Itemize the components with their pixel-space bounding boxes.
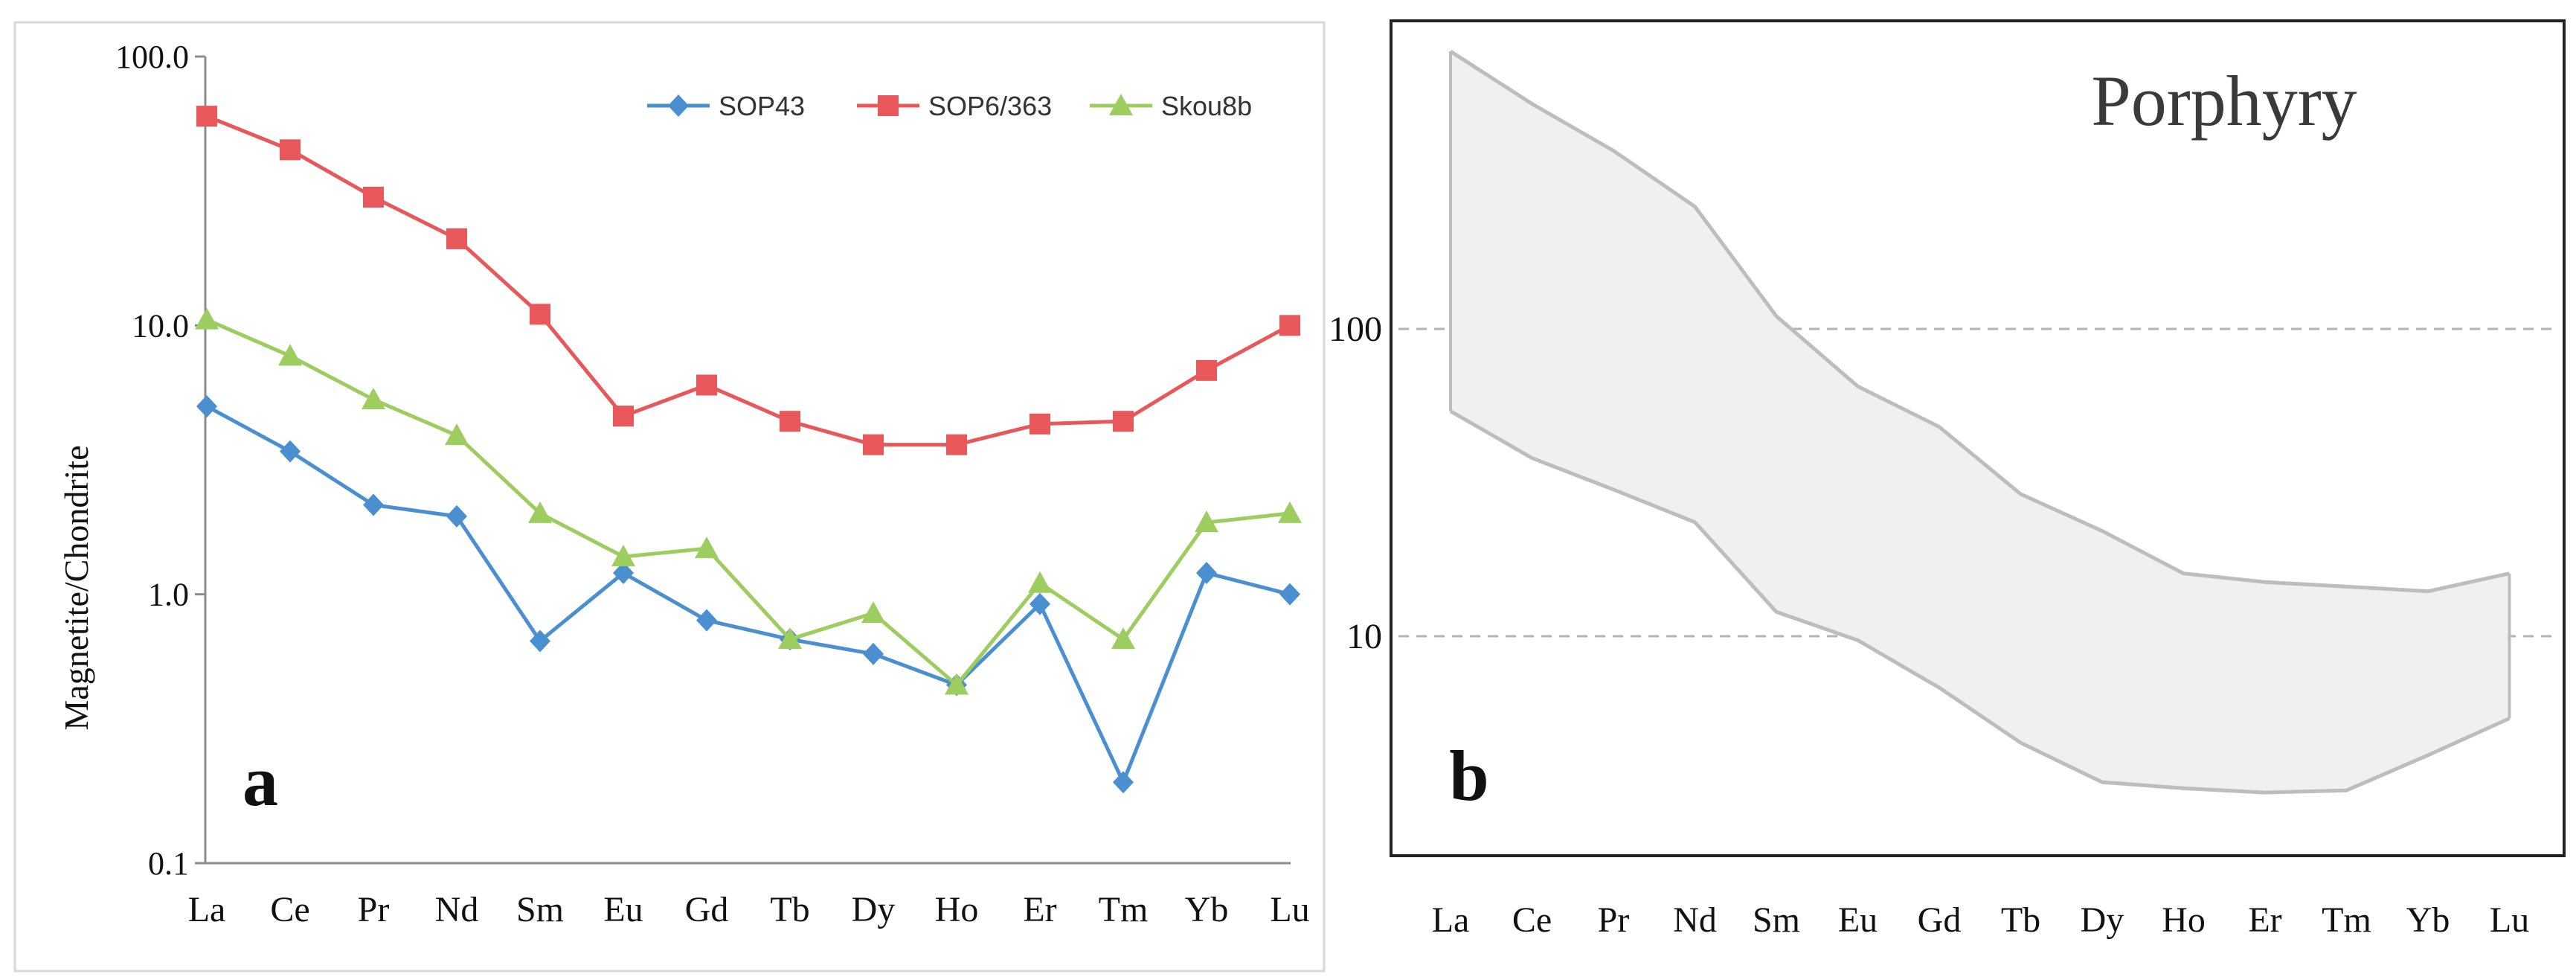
panel-b-x-tick-label: Er: [2248, 900, 2281, 940]
panel-a-data-point: [195, 307, 219, 330]
panel-a-data-point: [196, 106, 217, 127]
panel-a-y-tick-label: 10.0: [132, 307, 189, 344]
panel-a-data-point: [278, 344, 302, 366]
panel-b-upper-envelope: [1449, 49, 2511, 594]
panel-a-legend-marker: [878, 95, 899, 116]
panel-a-data-point: [196, 395, 217, 418]
panel-b-x-tick-label: Eu: [1838, 900, 1878, 940]
panel-b-x-tick-label: Yb: [2406, 900, 2450, 940]
panel-a-legend-label: Skou8b: [1161, 91, 1252, 121]
panel-a-series-line-skou8b: [206, 318, 1291, 688]
panel-b-area: [1449, 49, 2511, 795]
panel-a-data-point: [945, 673, 969, 695]
panel-a-data-point: [446, 504, 467, 528]
panel-a-data-point: [611, 545, 635, 567]
panel-b-x-tick-label: Dy: [2081, 900, 2124, 940]
panel-a-data-point: [280, 139, 301, 161]
panel-a-data-point: [696, 609, 717, 632]
panel-b: 10 100 La Ce Pr Nd Sm Eu Gd Tb Dy Ho Er Tm Yb Lu Porphy…: [1329, 19, 2566, 940]
panel-a-x-tick-label: Tm: [1099, 890, 1149, 929]
panel-a-data-point: [362, 387, 385, 409]
panel-a-x-tick-label: Ho: [935, 890, 979, 929]
panel-a-data-point: [696, 374, 717, 396]
panel-a-data-point: [1278, 501, 1302, 523]
panel-a-x-tick-label: Pr: [358, 890, 390, 929]
panel-a-data-point: [1196, 562, 1217, 585]
panel-a-data-point: [530, 304, 550, 325]
panel-b-x-tick-label: Lu: [2490, 900, 2529, 940]
panel-b-x-tick-label: Tm: [2322, 900, 2371, 940]
panel-a-data-point: [613, 562, 634, 585]
panel-a-data-point: [1279, 315, 1300, 336]
panel-a-x-tick-label: Eu: [603, 890, 643, 929]
panel-a-data-point: [1113, 411, 1134, 432]
panel-a-frame: [13, 21, 1326, 973]
panel-a-legend-marker: [668, 95, 689, 117]
panel-b-x-tick-label: La: [1432, 900, 1470, 940]
panel-a-data-point: [1196, 359, 1217, 381]
panel-a-data-point: [1195, 510, 1218, 533]
panel-b-label: b: [1449, 736, 1488, 816]
panel-a-data-point: [1030, 413, 1050, 435]
panel-b-x-tick-label: Tb: [2001, 900, 2040, 940]
panel-a-x-tick-label: Dy: [852, 890, 896, 929]
panel-a-data-point: [863, 642, 884, 665]
panel-a-data-point: [446, 228, 467, 249]
panel-a-data-point: [863, 434, 884, 455]
panel-a-data-point: [778, 627, 802, 650]
panel-b-lower-envelope: [1449, 409, 2511, 795]
panel-a-data-point: [1030, 592, 1050, 615]
panel-a-label: a: [242, 741, 278, 821]
panel-a-data-point: [445, 423, 469, 446]
panel-a-y-tick-label: 100.0: [115, 39, 189, 75]
panel-a-series: [195, 106, 1302, 794]
panel-a-data-point: [1113, 771, 1134, 794]
panel-a-data-point: [528, 501, 552, 523]
panel-a-legend: SOP43 SOP6/363 Skou8b: [647, 91, 1252, 121]
panel-a-data-point: [946, 434, 967, 455]
panel-a-x-tick-label: Yb: [1185, 890, 1229, 929]
panel-a-ylabel: Magnetite/Chondrite: [57, 445, 95, 730]
panel-b-y-tick-label: 100: [1329, 310, 1382, 349]
panel-a-series-line-sop6-363: [206, 114, 1291, 447]
panel-a-axes: 0.1 1.0 10.0 100.0 La Ce Pr Nd Sm Eu Gd Tb Dy Ho Er Tm Y…: [115, 39, 1310, 929]
panel-a-legend-marker: [1109, 94, 1133, 115]
panel-a-x-tick-label: Lu: [1270, 890, 1309, 929]
panel-b-axes: 10 100 La Ce Pr Nd Sm Eu Gd Tb Dy Ho Er Tm Yb Lu: [1329, 310, 2529, 940]
panel-a-x-tick-label: Sm: [516, 890, 564, 929]
panel-a-data-point: [280, 440, 301, 463]
panel-a-legend-label: SOP43: [719, 91, 805, 121]
panel-a-series-line-sop43: [205, 404, 1291, 784]
panel-a-y-tick-label: 0.1: [148, 845, 189, 882]
panel-b-title: Porphyry: [2091, 61, 2357, 141]
panel-b-x-tick-label: Sm: [1753, 900, 1800, 940]
panel-a-data-point: [363, 493, 384, 516]
panel-b-x-tick-label: Ce: [1512, 900, 1552, 940]
panel-b-x-tick-label: Gd: [1918, 900, 1962, 940]
panel-a-data-point: [1279, 583, 1300, 606]
panel-a-data-point: [1028, 571, 1052, 593]
panel-a-legend-label: SOP6/363: [928, 91, 1052, 121]
panel-a-data-point: [363, 186, 384, 208]
panel-a-x-tick-label: Er: [1023, 890, 1056, 929]
panel-a-data-point: [1111, 627, 1135, 650]
panel-a-y-tick-label: 1.0: [148, 577, 189, 613]
panel-a-data-point: [695, 536, 719, 559]
panel-a: 0.1 1.0 10.0 100.0 La Ce Pr Nd Sm Eu Gd Tb Dy Ho Er Tm Y…: [13, 21, 1326, 973]
panel-a-data-point: [861, 601, 885, 624]
panel-a-x-tick-label: Gd: [685, 890, 729, 929]
panel-a-x-tick-label: Nd: [435, 890, 479, 929]
panel-b-y-tick-label: 10: [1346, 617, 1382, 656]
panel-a-x-tick-label: Tb: [770, 890, 809, 929]
panel-a-data-point: [530, 630, 550, 653]
panel-b-x-tick-label: Nd: [1673, 900, 1717, 940]
panel-a-x-tick-label: Ce: [270, 890, 309, 929]
panel-a-data-point: [613, 406, 634, 427]
panel-a-x-tick-label: La: [188, 890, 226, 929]
panel-b-x-tick-label: Ho: [2162, 900, 2206, 940]
panel-a-data-point: [780, 411, 800, 432]
panel-b-x-tick-label: Pr: [1598, 900, 1630, 940]
